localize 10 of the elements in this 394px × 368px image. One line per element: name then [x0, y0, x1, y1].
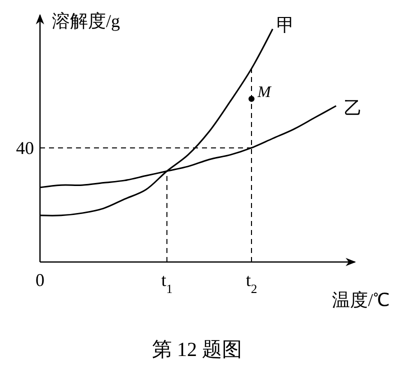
text: 第 12 题图	[152, 339, 242, 361]
text: 40	[16, 138, 34, 158]
series-label: M	[256, 84, 272, 101]
x-tick-label: t$_{2}$	[246, 270, 258, 296]
x-axis-title: 温度/℃	[332, 290, 390, 310]
x-tick-label: t$_{1}$	[161, 270, 173, 296]
series-label: 甲	[276, 14, 295, 35]
x-tick-label: 0	[36, 270, 44, 290]
y-axis-title: 溶解度/g	[52, 11, 120, 31]
series-label: 乙	[344, 98, 362, 118]
